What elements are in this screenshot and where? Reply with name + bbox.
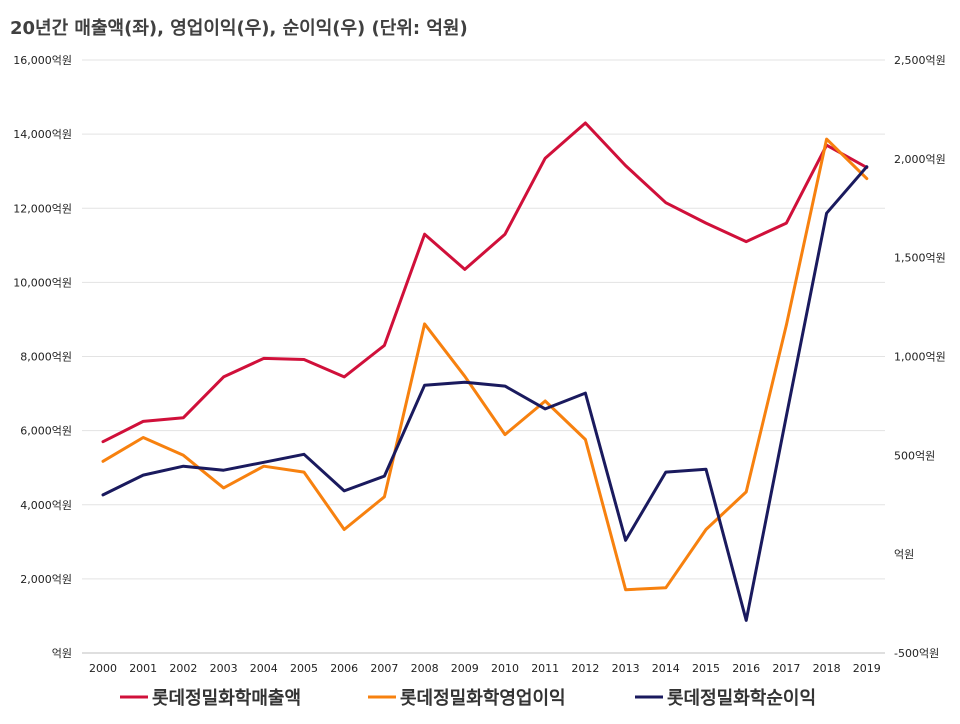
x-tick-label: 2008 <box>411 662 439 675</box>
x-tick-label: 2004 <box>250 662 278 675</box>
right-tick-label: 2,500억원 <box>894 54 946 67</box>
left-tick-label: 2,000억원 <box>20 573 72 586</box>
x-tick-label: 2013 <box>612 662 640 675</box>
x-tick-label: 2011 <box>531 662 559 675</box>
x-tick-label: 2009 <box>451 662 479 675</box>
right-tick-label: 2,000억원 <box>894 153 946 166</box>
left-tick-label: 억원 <box>52 647 72 660</box>
legend-label: 롯데정밀화학매출액 <box>152 687 301 709</box>
left-tick-label: 6,000억원 <box>20 425 72 438</box>
series-line <box>101 165 869 622</box>
x-tick-label: 2001 <box>129 662 157 675</box>
x-tick-label: 2010 <box>491 662 519 675</box>
right-axis-tick-labels: -500억원 억원 500억원 1,000억원 1,500억원 2,000억원 2,500억… <box>894 54 946 660</box>
x-tick-label: 2015 <box>692 662 720 675</box>
x-tick-label: 2012 <box>571 662 599 675</box>
right-tick-label: 1,000억원 <box>894 351 946 364</box>
left-tick-label: 14,000억원 <box>13 128 72 141</box>
x-tick-label: 2019 <box>853 662 881 675</box>
series-line <box>101 137 869 592</box>
series-lines <box>101 121 869 622</box>
x-tick-label: 2007 <box>370 662 398 675</box>
x-tick-label: 2016 <box>732 662 760 675</box>
chart-title: 20년간 매출액(좌), 영업이익(우), 순이익(우) (단위: 억원) <box>10 18 468 39</box>
x-tick-label: 2014 <box>652 662 680 675</box>
x-axis-tick-labels: 2000 2001 2002 2003 2004 2005 2006 2007 2008 2009… <box>89 662 881 675</box>
legend-label: 롯데정밀화학영업이익 <box>400 687 566 709</box>
left-tick-label: 8,000억원 <box>20 351 72 364</box>
left-tick-label: 4,000억원 <box>20 499 72 512</box>
legend: 롯데정밀화학매출액 롯데정밀화학영업이익 롯데정밀화학순이익 <box>120 687 816 709</box>
x-tick-label: 2017 <box>772 662 800 675</box>
series-line <box>101 121 869 444</box>
right-tick-label: -500억원 <box>894 647 939 660</box>
gridlines <box>82 59 885 654</box>
x-tick-label: 2006 <box>330 662 358 675</box>
x-tick-label: 2018 <box>813 662 841 675</box>
left-tick-label: 10,000억원 <box>13 276 72 289</box>
right-tick-label: 억원 <box>894 548 914 561</box>
right-tick-label: 500억원 <box>894 449 935 462</box>
x-tick-label: 2002 <box>169 662 197 675</box>
left-tick-label: 12,000억원 <box>13 202 72 215</box>
legend-label: 롯데정밀화학순이익 <box>667 687 816 709</box>
x-tick-label: 2005 <box>290 662 318 675</box>
x-tick-label: 2003 <box>210 662 238 675</box>
x-tick-label: 2000 <box>89 662 117 675</box>
left-axis-tick-labels: 억원 2,000억원 4,000억원 6,000억원 8,000억원 10,000억원 12… <box>13 54 72 660</box>
left-tick-label: 16,000억원 <box>13 54 72 67</box>
right-tick-label: 1,500억원 <box>894 252 946 265</box>
